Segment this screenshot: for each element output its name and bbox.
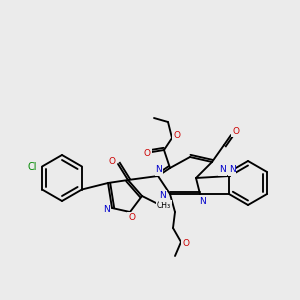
Text: O: O	[143, 148, 151, 158]
Text: N: N	[229, 166, 236, 175]
Text: N: N	[156, 166, 162, 175]
Text: N: N	[220, 166, 226, 175]
Text: O: O	[173, 131, 181, 140]
Text: N: N	[103, 206, 110, 214]
Text: Cl: Cl	[27, 163, 37, 172]
Text: O: O	[182, 239, 190, 248]
Text: O: O	[128, 214, 136, 223]
Text: O: O	[109, 158, 116, 166]
Text: N: N	[199, 196, 206, 206]
Text: CH₃: CH₃	[157, 202, 171, 211]
Text: O: O	[232, 127, 239, 136]
Text: N: N	[154, 164, 161, 173]
Text: N: N	[160, 191, 167, 200]
